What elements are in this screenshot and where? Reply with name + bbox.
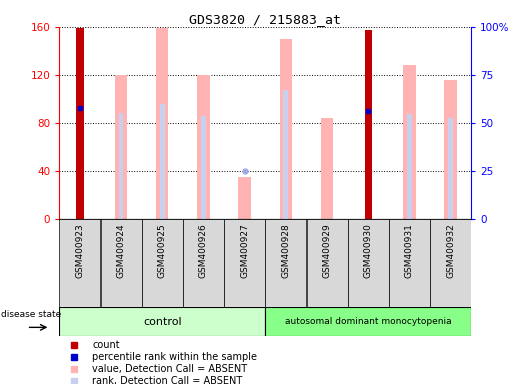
Text: GSM400932: GSM400932 — [446, 223, 455, 278]
FancyBboxPatch shape — [224, 219, 265, 307]
Text: rank, Detection Call = ABSENT: rank, Detection Call = ABSENT — [92, 376, 243, 384]
Bar — [76, 28, 83, 219]
Bar — [118, 113, 124, 219]
FancyBboxPatch shape — [100, 219, 142, 307]
FancyBboxPatch shape — [265, 219, 306, 307]
Bar — [156, 28, 168, 219]
Text: value, Detection Call = ABSENT: value, Detection Call = ABSENT — [92, 364, 247, 374]
Text: disease state: disease state — [1, 310, 61, 319]
FancyBboxPatch shape — [265, 307, 471, 336]
FancyBboxPatch shape — [142, 219, 183, 307]
Text: percentile rank within the sample: percentile rank within the sample — [92, 352, 257, 362]
FancyBboxPatch shape — [59, 219, 100, 307]
Bar — [444, 79, 457, 219]
Title: GDS3820 / 215883_at: GDS3820 / 215883_at — [189, 13, 341, 26]
Text: GSM400930: GSM400930 — [364, 223, 373, 278]
Bar — [283, 91, 288, 219]
FancyBboxPatch shape — [183, 219, 224, 307]
Text: GSM400931: GSM400931 — [405, 223, 414, 278]
Bar — [238, 177, 251, 219]
Bar — [280, 39, 292, 219]
Bar — [197, 75, 210, 219]
Bar — [448, 118, 453, 219]
FancyBboxPatch shape — [389, 219, 430, 307]
Text: control: control — [143, 316, 181, 327]
Bar — [160, 104, 165, 219]
Text: GSM400924: GSM400924 — [116, 223, 126, 278]
Text: GSM400926: GSM400926 — [199, 223, 208, 278]
Bar — [321, 118, 333, 219]
Text: GSM400923: GSM400923 — [75, 223, 84, 278]
FancyBboxPatch shape — [59, 307, 265, 336]
Text: GSM400927: GSM400927 — [240, 223, 249, 278]
FancyBboxPatch shape — [430, 219, 471, 307]
FancyBboxPatch shape — [348, 219, 389, 307]
Bar — [407, 114, 412, 219]
Bar — [403, 65, 416, 219]
Text: GSM400929: GSM400929 — [322, 223, 332, 278]
Text: autosomal dominant monocytopenia: autosomal dominant monocytopenia — [285, 317, 452, 326]
Bar — [365, 30, 372, 219]
Bar — [201, 116, 206, 219]
FancyBboxPatch shape — [306, 219, 348, 307]
Text: count: count — [92, 339, 120, 350]
Bar — [115, 75, 127, 219]
Text: GSM400928: GSM400928 — [281, 223, 290, 278]
Text: GSM400925: GSM400925 — [158, 223, 167, 278]
